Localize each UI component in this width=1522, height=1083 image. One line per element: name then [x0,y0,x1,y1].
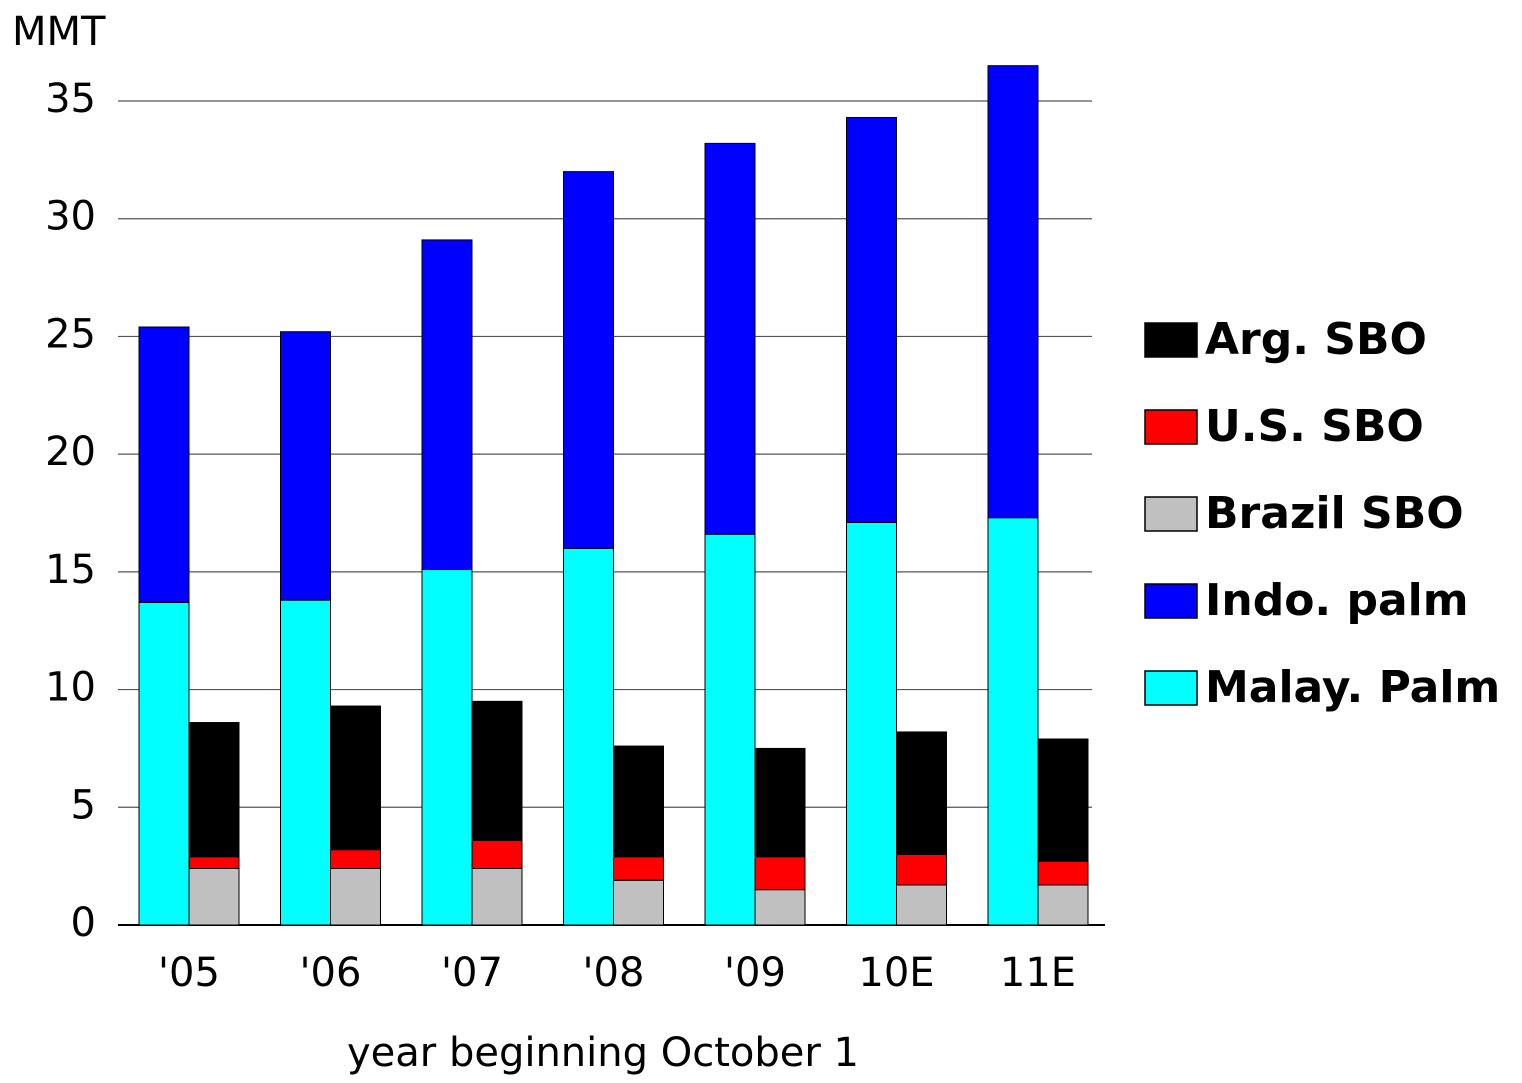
legend-label: Arg. SBO [1205,314,1427,365]
y-axis-label: MMT [12,9,106,55]
bar [563,547,614,926]
x-tick-label: 10E [858,950,934,996]
legend-label: U.S. SBO [1205,401,1424,452]
bar [754,856,806,891]
legend-swatch [1144,583,1198,619]
bar [846,521,897,926]
bar [563,171,614,549]
x-tick-label: '08 [583,950,645,996]
bar [280,331,331,601]
y-tick-label: 15 [45,547,96,593]
bar [471,839,523,869]
y-tick-label: 20 [45,429,96,475]
bar [896,731,947,855]
y-tick-label: 30 [45,194,96,240]
legend-label: Malay. Palm [1205,662,1500,713]
bar [987,65,1039,519]
y-tick-label: 35 [45,76,96,122]
bar [330,705,381,851]
bar [704,142,756,535]
bar [896,853,947,886]
legend-swatch [1144,670,1198,706]
bar [1037,738,1089,862]
x-tick-label: '07 [441,950,503,996]
legend-swatch [1144,322,1198,358]
bar [138,601,190,926]
x-tick-label: '06 [300,950,362,996]
bar [987,517,1039,926]
bar [846,116,897,523]
bar [613,879,664,926]
bar [1037,860,1089,886]
y-tick-label: 10 [45,665,96,711]
bar [280,599,331,926]
bar [613,745,664,858]
bar [896,884,947,926]
legend-swatch [1144,496,1198,532]
bar [188,722,240,858]
bar [421,569,473,926]
bar [613,856,664,881]
bar [754,747,806,858]
x-axis-label: year beginning October 1 [347,1030,859,1076]
bar [754,889,806,926]
bar [1037,884,1089,926]
x-tick-label: '09 [724,950,786,996]
bar [188,856,240,869]
bar [471,867,523,926]
x-tick-label: 11E [1000,950,1076,996]
y-tick-label: 25 [45,311,96,357]
y-tick-label: 0 [71,900,96,946]
bar [330,867,381,926]
bar [138,326,190,603]
bar [471,700,523,841]
y-tick-label: 5 [71,782,96,828]
bar [421,239,473,571]
legend-swatch [1144,409,1198,445]
bar [330,849,381,869]
legend-label: Indo. palm [1205,575,1469,626]
legend-label: Brazil SBO [1205,488,1464,539]
bar [188,867,240,926]
x-tick-label: '05 [158,950,220,996]
bar [704,533,756,926]
